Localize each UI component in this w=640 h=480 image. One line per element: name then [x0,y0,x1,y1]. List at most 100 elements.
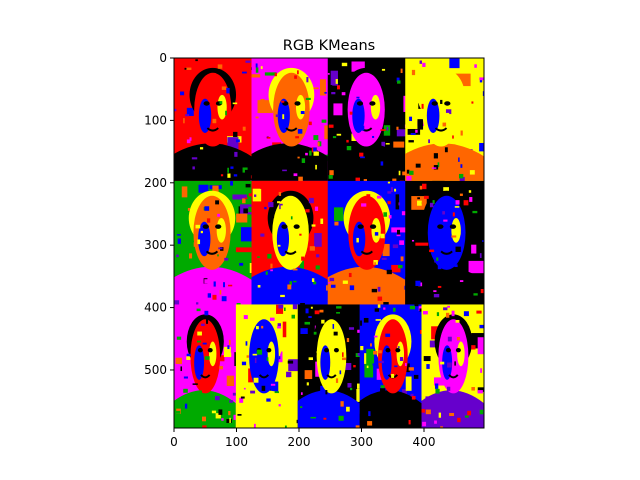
speckle [257,402,262,407]
mouth [200,374,211,379]
speckle [373,335,378,338]
speckle [460,164,463,168]
speckle [479,77,484,81]
speckle [422,62,426,68]
eye [281,224,288,229]
speckle [436,312,440,317]
speckle [240,350,243,355]
speckle [242,126,246,131]
clothing-region [174,143,252,181]
speckle [390,187,393,192]
eye [437,224,444,229]
color-blob [185,376,197,390]
speckle [221,296,227,302]
speckle [442,211,445,215]
speckle [289,281,292,286]
speckle [233,131,238,137]
color-blob [186,107,194,116]
speckle [186,139,191,144]
speckle [290,216,293,220]
speckle [255,63,258,68]
speckle [445,413,450,416]
speckle [254,194,257,197]
eye [293,224,300,229]
face-highlight [371,217,381,243]
speckle [442,122,447,127]
speckle [386,95,391,101]
speckle [197,331,202,336]
color-blob [299,255,304,272]
speckle [253,377,259,383]
speckle [431,167,437,169]
speckle [275,114,279,117]
color-blob [393,141,405,148]
speckle [212,294,217,300]
speckle [267,127,271,131]
speckle [375,319,381,321]
speckle [410,132,416,136]
speckle [408,140,414,143]
speckle [480,70,484,75]
speckle [206,218,211,223]
speckle [284,425,287,428]
speckle [328,175,333,179]
speckle [204,310,209,316]
speckle [213,281,216,287]
x-tick-label: 400 [413,435,436,449]
speckle [237,414,242,416]
speckle [277,201,281,204]
speckle [226,153,230,157]
speckle [230,181,233,186]
speckle [308,121,312,126]
speckle [261,325,264,329]
speckle [411,239,415,242]
face-shadow [426,98,440,133]
speckle [260,98,265,104]
speckle [397,346,400,348]
color-blob [404,363,410,373]
color-blob [319,79,326,96]
chart-title: RGB KMeans [283,38,375,54]
speckle [385,333,391,337]
speckle [456,337,460,341]
speckle [177,234,181,236]
speckle [232,102,238,105]
speckle [213,73,216,77]
speckle [451,285,458,288]
speckle [482,240,484,242]
speckle [278,191,282,196]
y-tick-label: 500 [144,363,167,377]
color-blob [212,185,219,196]
speckle [380,385,385,389]
clothing-region [359,390,422,428]
speckle [426,364,430,369]
speckle [480,368,483,373]
speckle [422,310,428,315]
speckle [396,234,401,237]
speckle [463,311,469,317]
speckle [287,284,292,290]
color-blob [375,308,387,324]
speckle [343,292,347,296]
speckle [320,218,324,224]
color-blob [417,119,424,130]
speckle [471,345,476,350]
speckle [437,265,442,270]
clothing-region [251,143,328,181]
speckle [214,395,220,401]
speckle [241,407,245,414]
speckle [323,400,326,406]
speckle [217,64,223,69]
speckle [362,386,368,389]
speckle [429,249,435,253]
color-blob [276,343,288,352]
y-tick-label: 0 [159,51,167,65]
speckle [440,99,443,104]
speckle [306,77,309,83]
speckle [438,412,442,418]
speckle [243,387,246,390]
speckle [349,285,355,291]
speckle [278,404,281,407]
speckle [301,241,304,244]
speckle [205,352,208,359]
